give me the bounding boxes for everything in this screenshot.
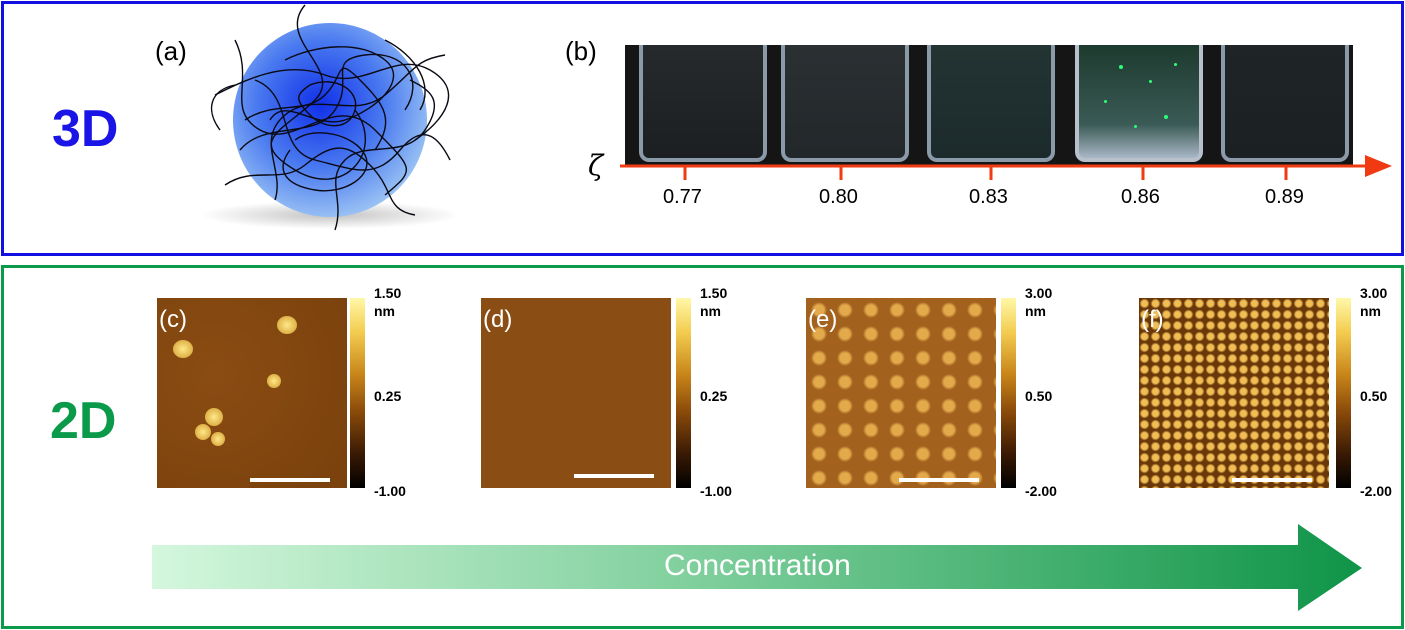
scale-bar	[250, 478, 330, 482]
vial	[1221, 45, 1349, 162]
colorbar-max: 1.50	[700, 285, 728, 301]
panel-b-label: (b)	[565, 36, 597, 66]
zeta-tick-label: 0.77	[663, 186, 702, 208]
colorbar-min: -2.00	[1360, 483, 1392, 499]
colorbar-min: -1.00	[700, 483, 732, 499]
aggregate	[173, 340, 193, 358]
panel-f-label: (f)	[1141, 306, 1164, 333]
colorbar-max: 3.00	[1360, 285, 1388, 301]
colorbar-mid: 0.50	[1360, 388, 1388, 404]
colorbar-mid: 0.25	[700, 388, 728, 404]
zeta-axis-arrow	[620, 155, 1392, 180]
colorbar-unit: nm	[374, 303, 395, 319]
vial	[927, 45, 1055, 162]
vial	[781, 45, 909, 162]
colorbar-min: -1.00	[374, 483, 406, 499]
vial-photo-strip	[625, 45, 1353, 165]
afm-image-c: (c)	[157, 298, 347, 488]
colorbar	[676, 298, 691, 488]
afm-image-e: (e)	[806, 298, 996, 488]
scale-bar	[899, 478, 979, 482]
panel-2d	[1, 265, 1404, 629]
colorbar-unit: nm	[700, 303, 721, 319]
colorbar-max: 3.00	[1025, 285, 1053, 301]
aggregate	[267, 374, 281, 388]
zeta-symbol: ζ	[588, 149, 604, 182]
scale-bar	[1232, 478, 1312, 482]
colorbar	[1336, 298, 1351, 488]
zeta-tick-label: 0.89	[1265, 186, 1304, 208]
label-3d: 3D	[52, 100, 119, 158]
vial	[639, 45, 767, 162]
zeta-tick-label: 0.80	[819, 186, 858, 208]
colorbar-unit: nm	[1025, 303, 1046, 319]
panel-d-label: (d)	[483, 306, 513, 333]
colorbar-unit: nm	[1360, 303, 1381, 319]
panel-3d	[1, 1, 1404, 256]
label-2d: 2D	[50, 392, 117, 450]
aggregate	[277, 316, 297, 334]
panel-e-label: (e)	[808, 306, 838, 333]
colorbar-max: 1.50	[374, 285, 402, 301]
panel-c-label: (c)	[159, 306, 187, 333]
aggregate	[195, 424, 211, 440]
afm-image-f: (f)	[1139, 298, 1329, 488]
colorbar-mid: 0.50	[1025, 388, 1053, 404]
concentration-label: Concentration	[664, 549, 851, 582]
scale-bar	[574, 474, 654, 478]
polymer-sphere-illustration	[200, 4, 460, 231]
colorbar	[1001, 298, 1016, 488]
vial-glowing	[1075, 45, 1203, 162]
zeta-tick-label: 0.83	[969, 186, 1008, 208]
colorbar	[350, 298, 365, 488]
zeta-tick-label: 0.86	[1121, 186, 1160, 208]
colorbar-min: -2.00	[1025, 483, 1057, 499]
concentration-arrow	[152, 524, 1362, 611]
colorbar-mid: 0.25	[374, 388, 402, 404]
afm-image-d: (d)	[481, 298, 671, 488]
aggregate	[205, 408, 223, 426]
panel-a-label: (a)	[155, 36, 187, 66]
aggregate	[211, 432, 225, 446]
